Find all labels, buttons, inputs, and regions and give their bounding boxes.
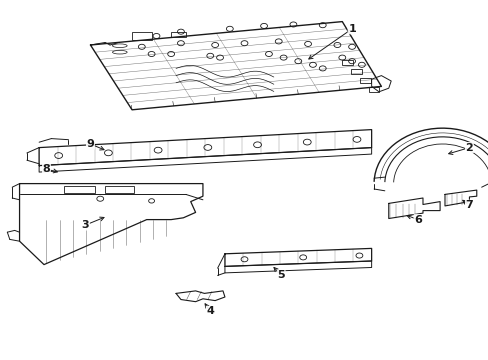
Bar [132, 32, 151, 40]
Text: 5: 5 [277, 270, 285, 280]
Text: 7: 7 [465, 200, 472, 210]
Bar [368, 87, 379, 92]
Bar [63, 186, 95, 193]
Bar [350, 69, 361, 74]
Text: 8: 8 [42, 164, 50, 174]
Text: 3: 3 [81, 220, 89, 230]
Text: 4: 4 [206, 306, 214, 316]
Bar [359, 78, 370, 83]
Bar [342, 60, 352, 65]
Text: 9: 9 [86, 139, 94, 149]
Bar [171, 32, 185, 37]
Text: 1: 1 [347, 24, 355, 34]
Bar [105, 186, 134, 193]
Text: 6: 6 [413, 215, 421, 225]
Text: 2: 2 [465, 143, 472, 153]
